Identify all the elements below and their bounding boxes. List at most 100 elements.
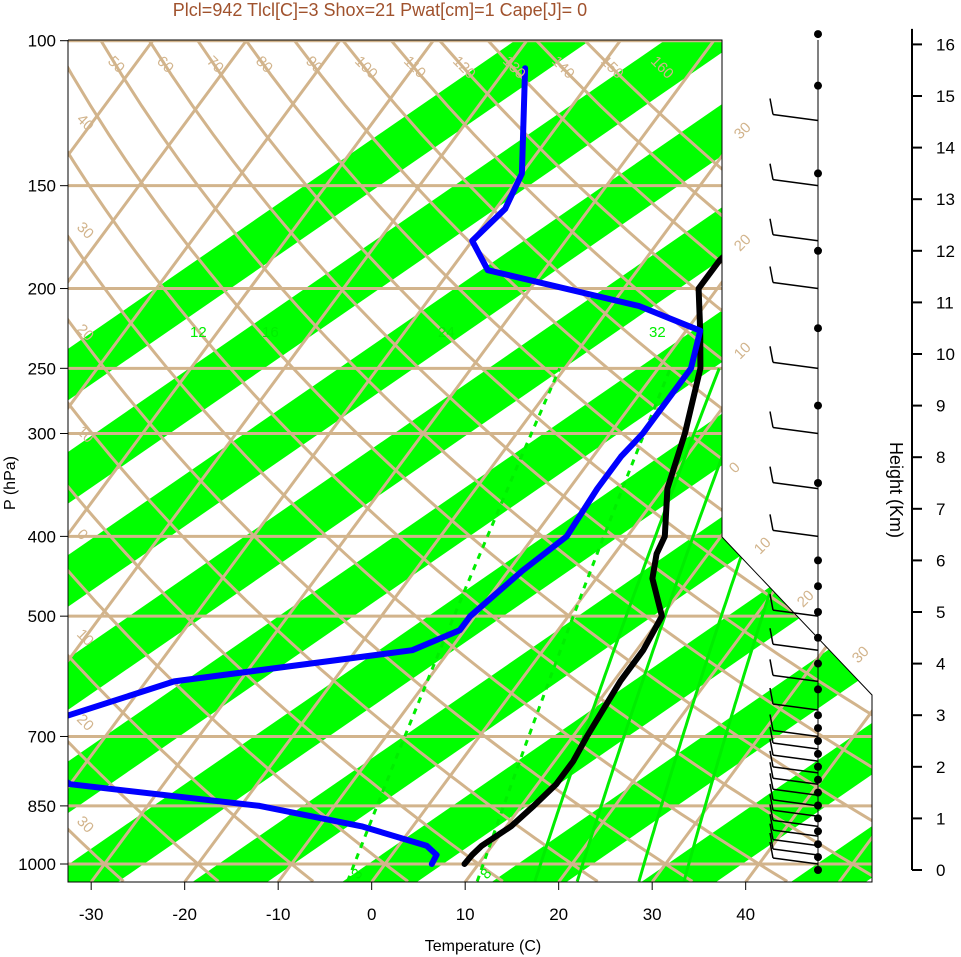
height-tick-label: 10	[936, 345, 955, 364]
wind-column-dot	[814, 633, 822, 642]
dry-adiabat-line	[68, 40, 788, 882]
wind-column-dot	[814, 608, 822, 616]
wind-column-dot	[814, 246, 822, 255]
y-tick-label: 200	[28, 280, 56, 299]
y-tick-label: 1000	[18, 855, 56, 874]
wind-barb	[772, 529, 819, 538]
x-tick-label: 30	[643, 905, 662, 924]
height-tick-label: 1	[936, 809, 945, 828]
isotherm-line	[68, 40, 435, 882]
wind-barb	[772, 234, 819, 242]
wind-barb	[772, 281, 819, 290]
wind-column-dot	[814, 479, 822, 487]
mixing-ratio-line	[346, 367, 562, 882]
height-tick-label: 2	[936, 758, 945, 777]
y-tick-label: 500	[28, 607, 56, 626]
height-tick-label: 7	[936, 500, 945, 519]
height-tick-label: 11	[936, 293, 954, 312]
left-isotherm-label: 40	[73, 111, 97, 135]
height-tick-label: 16	[936, 35, 955, 54]
wind-barb-flag	[769, 750, 774, 768]
wind-barb	[772, 674, 819, 683]
wind-column-dot	[814, 840, 822, 849]
wind-barb	[772, 777, 819, 785]
wind-barb-flag	[769, 726, 774, 744]
y-tick-label: 850	[28, 797, 56, 816]
height-tick-label: 3	[936, 706, 945, 725]
green-band	[68, 40, 649, 882]
height-tick-label: 9	[936, 397, 945, 416]
left-isotherm-label: 30	[73, 813, 97, 837]
mixing-ratio-line	[533, 367, 721, 882]
y-tick-label: 400	[28, 527, 56, 546]
dry-adiabat-line	[68, 40, 872, 882]
wind-barb-flag	[769, 832, 774, 850]
wind-barb-flag	[769, 714, 774, 731]
isotherm-label: 30	[849, 643, 873, 667]
wind-barb-flag	[769, 163, 774, 180]
dry-adiabat-line	[244, 40, 872, 882]
isotherm-line	[68, 40, 342, 882]
wind-barb-flag	[769, 773, 774, 790]
wind-barb	[772, 178, 819, 187]
x-axis-title: Temperature (C)	[425, 938, 541, 955]
wind-column-dot	[814, 762, 822, 771]
wind-barb-flag	[769, 738, 774, 756]
isotherm-line	[183, 40, 809, 882]
x-tick-label: 40	[736, 905, 755, 924]
height-tick-label: 8	[936, 448, 945, 467]
height-tick-label: 13	[936, 190, 955, 209]
wind-barb	[772, 788, 819, 796]
y-axis-title: P (hPa)	[2, 456, 19, 510]
isotherm-label: 30	[731, 119, 755, 143]
wind-barb-flag	[769, 266, 774, 283]
x-tick-label: 20	[549, 905, 568, 924]
isotherm-label: 50	[104, 53, 128, 77]
height-axis-title: Height (Km)	[886, 442, 906, 538]
x-tick-label: -10	[266, 905, 291, 924]
height-tick-label: 5	[936, 603, 945, 622]
wind-column-dot	[814, 711, 822, 720]
isotherm-line	[68, 40, 248, 882]
wind-column-dot	[814, 401, 822, 410]
green-band	[909, 0, 961, 904]
height-tick-label: 15	[936, 87, 955, 106]
wind-barb	[772, 848, 819, 856]
wind-barb-flag	[769, 841, 774, 859]
wind-barb-flag	[769, 804, 774, 821]
green-band	[68, 40, 872, 882]
wind-barb-flag	[769, 98, 774, 115]
mixing-ratio-line	[575, 367, 757, 882]
wind-barb	[772, 799, 819, 807]
dry-adiabat-line	[68, 40, 504, 882]
dry-adiabat-line	[196, 40, 872, 882]
height-tick-label: 12	[936, 242, 955, 261]
x-tick-label: -30	[79, 905, 104, 924]
wind-barb-flag	[769, 813, 774, 831]
isotherm-label: 10	[731, 339, 755, 363]
wind-column-dot	[814, 775, 822, 784]
mixing-ratio-label: 16	[262, 324, 279, 341]
y-tick-label: 150	[28, 177, 56, 196]
height-tick-label: 6	[936, 551, 945, 570]
wind-barb	[772, 609, 819, 617]
dry-adiabat-line	[68, 40, 872, 882]
wind-barb	[772, 829, 819, 837]
x-tick-label: 10	[456, 905, 475, 924]
wind-barb-flag	[769, 794, 774, 811]
green-band	[68, 40, 872, 882]
wind-barb-flag	[769, 762, 774, 779]
wind-barb	[772, 838, 819, 847]
isotherm-line	[89, 40, 716, 882]
height-tick-label: 4	[936, 655, 945, 674]
wind-barb	[772, 426, 819, 435]
isotherm-label: 10	[751, 534, 775, 558]
wind-barb-flag	[769, 783, 774, 801]
wind-barb-flag	[769, 514, 774, 531]
wind-column-dot	[814, 556, 822, 565]
y-tick-label: 100	[28, 32, 56, 51]
wind-barb	[772, 703, 819, 711]
y-tick-label: 250	[28, 359, 56, 378]
wind-column-dot	[814, 749, 822, 758]
